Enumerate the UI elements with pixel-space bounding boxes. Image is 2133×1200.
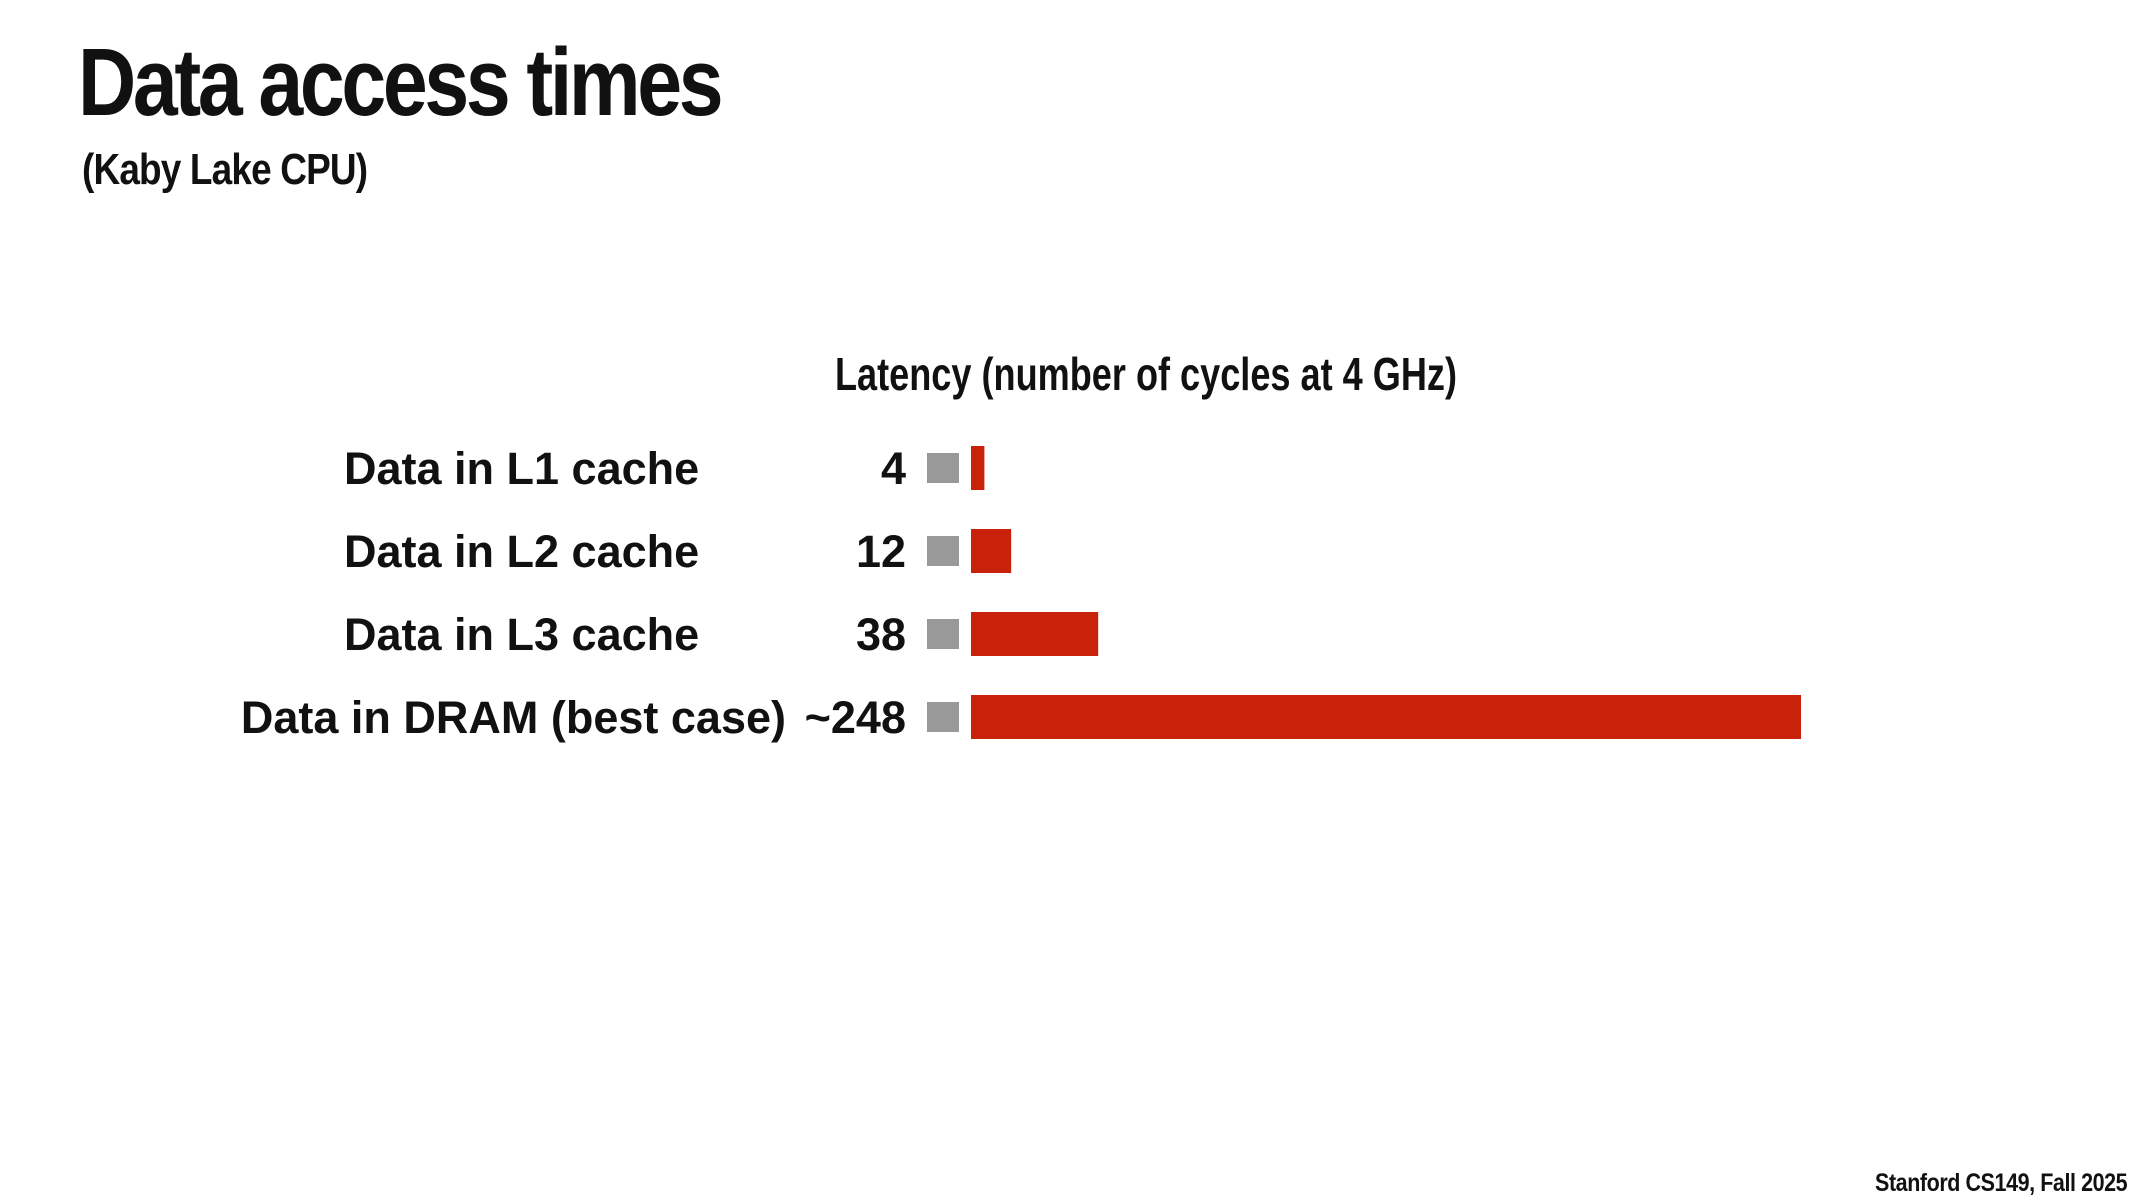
category-label: Data in DRAM (best case): [241, 692, 786, 743]
row-marker: [927, 453, 959, 483]
slide-title: Data access times: [78, 29, 724, 136]
value-label: 38: [856, 609, 906, 660]
row-marker: [927, 536, 959, 566]
slide-footer: Stanford CS149, Fall 2025: [1874, 1169, 2128, 1197]
value-label: 4: [881, 443, 906, 494]
chart-rows: Data in L1 cache 4 Data in L2 cache 12 Data …: [241, 443, 1801, 743]
slide-subtitle: (Kaby Lake CPU): [82, 145, 368, 194]
chart-title: Latency (number of cycles at 4 GHz): [835, 348, 1457, 400]
row-marker: [927, 619, 959, 649]
category-label: Data in L2 cache: [344, 526, 699, 577]
category-label: Data in L1 cache: [344, 443, 699, 494]
bar: [971, 612, 1099, 656]
value-label: 12: [856, 526, 906, 577]
bar: [971, 446, 985, 490]
bar: [971, 695, 1801, 739]
row-marker: [927, 702, 959, 732]
value-label: ~248: [805, 692, 906, 743]
bar: [971, 529, 1012, 573]
category-label: Data in L3 cache: [344, 609, 699, 660]
